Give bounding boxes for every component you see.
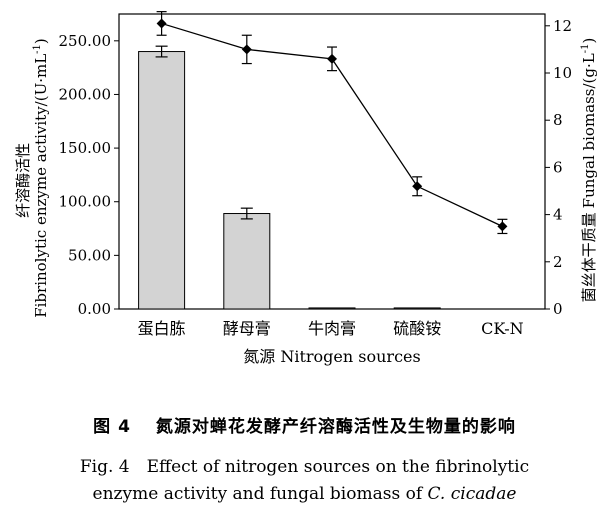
right-axis-title-en: Fungal biomass/(g·L (580, 53, 598, 208)
left-axis-tick-label: 100.00 (59, 193, 112, 211)
right-axis-tick-label: 12 (553, 17, 572, 35)
left-axis-tick-label: 250.00 (59, 32, 112, 50)
bar-3 (393, 307, 441, 310)
left-axis-tick-label: 150.00 (59, 139, 112, 157)
x-tick-label: CK-N (481, 319, 523, 338)
left-axis-title-cn: 纤溶酶活性 (14, 143, 32, 218)
x-tick-label: 酵母膏 (223, 319, 271, 338)
bar-1 (223, 213, 271, 310)
left-axis-title-en: Fibrinolytic enzyme activity/(U·mL (32, 54, 50, 318)
left-axis-title-end: ) (32, 38, 50, 44)
x-tick-label: 硫酸铵 (393, 319, 441, 338)
right-axis-tick-label: 2 (553, 253, 563, 271)
right-axis-tick-label: 4 (553, 206, 563, 224)
right-axis-title-end: ) (580, 38, 598, 44)
right-axis-tick-label: 8 (553, 111, 563, 129)
right-axis-title-sup: -1 (580, 44, 591, 54)
bar-2 (308, 307, 356, 310)
figure-caption-cn: 图 4 氮源对蝉花发酵产纤溶酶活性及生物量的影响 (93, 417, 516, 437)
point-4 (497, 221, 508, 232)
bar-0 (138, 51, 186, 310)
chart: 0.00 50.00 100.00 150.00 200.00 250.00 0 2 4 6 8 10… (14, 11, 598, 366)
left-axis-tick-label: 0.00 (78, 300, 111, 318)
figure-caption-en-line1: Fig. 4 Effect of nitrogen sources on the… (79, 457, 530, 477)
x-axis-title: 氮源 Nitrogen sources (243, 347, 420, 366)
right-axis-tick-label: 0 (553, 300, 563, 318)
left-axis-tick-label: 50.00 (68, 246, 111, 264)
figure-caption-en-line2: enzyme activity and fungal biomass of C.… (0, 484, 609, 504)
point-0 (156, 18, 167, 29)
left-axis-title: 纤溶酶活性 Fibrinolytic enzyme activity/(U·mL… (14, 38, 50, 318)
x-tick-label: 蛋白胨 (138, 319, 186, 338)
point-2 (327, 53, 337, 64)
figure-caption-en-line2-prefix: enzyme activity and fungal biomass of (92, 484, 428, 504)
right-axis-title-cn: 菌丝体干质量 (580, 212, 598, 302)
right-axis-tick-label: 10 (553, 64, 572, 82)
left-axis-tick-label: 200.00 (59, 85, 112, 103)
x-tick-label: 牛肉膏 (308, 319, 356, 338)
right-axis-title: 菌丝体干质量 Fungal biomass/(g·L-1) (580, 38, 598, 303)
left-axis-title-sup: -1 (32, 44, 43, 54)
point-3 (412, 181, 423, 192)
figure-caption-species: C. cicadae (427, 484, 517, 504)
point-1 (241, 44, 252, 55)
right-axis-tick-label: 6 (553, 158, 563, 176)
